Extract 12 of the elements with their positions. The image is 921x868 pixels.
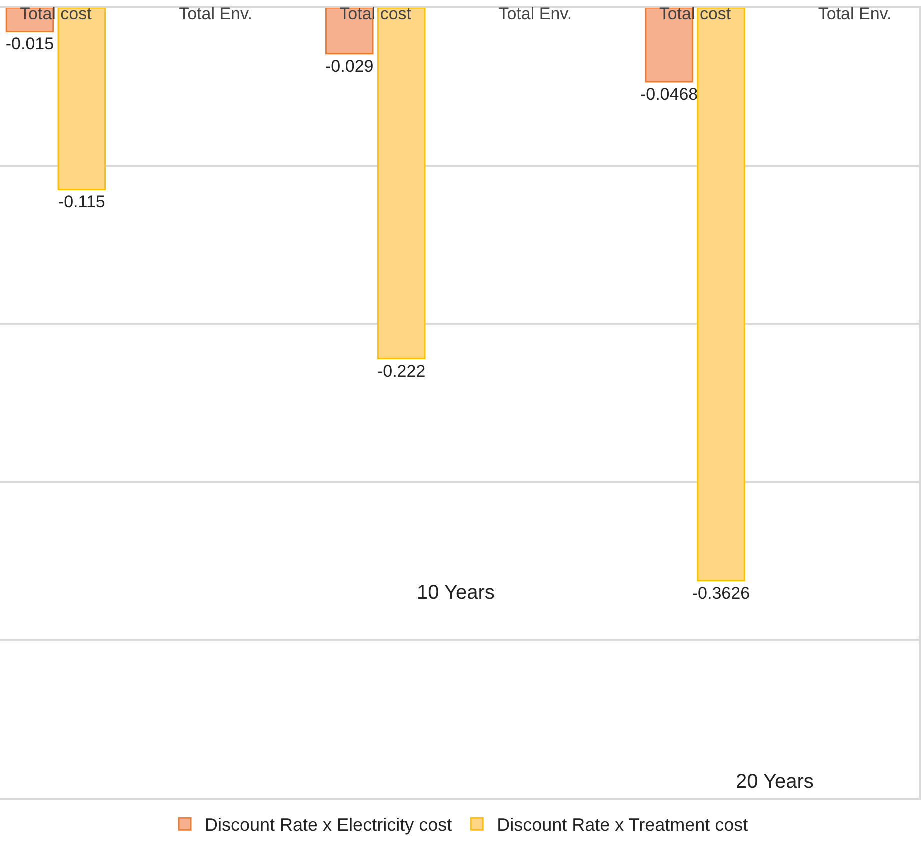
annotation: 20 Years	[736, 771, 814, 793]
data-label: -0.222	[377, 362, 426, 381]
legend-label: Discount Rate x Electricity cost	[205, 815, 452, 836]
x-tick-label: Total Env.	[179, 4, 252, 24]
data-label: -0.115	[58, 192, 106, 212]
x-tick-label: Total Env.	[818, 4, 892, 24]
x-tick-label: Total Env.	[498, 4, 572, 24]
legend-label: Discount Rate x Treatment cost	[497, 815, 748, 836]
data-label: -0.3626	[692, 584, 750, 603]
annotation: 10 Years	[417, 582, 495, 604]
data-label: -0.015	[6, 34, 54, 54]
data-label: -0.029	[326, 56, 374, 76]
